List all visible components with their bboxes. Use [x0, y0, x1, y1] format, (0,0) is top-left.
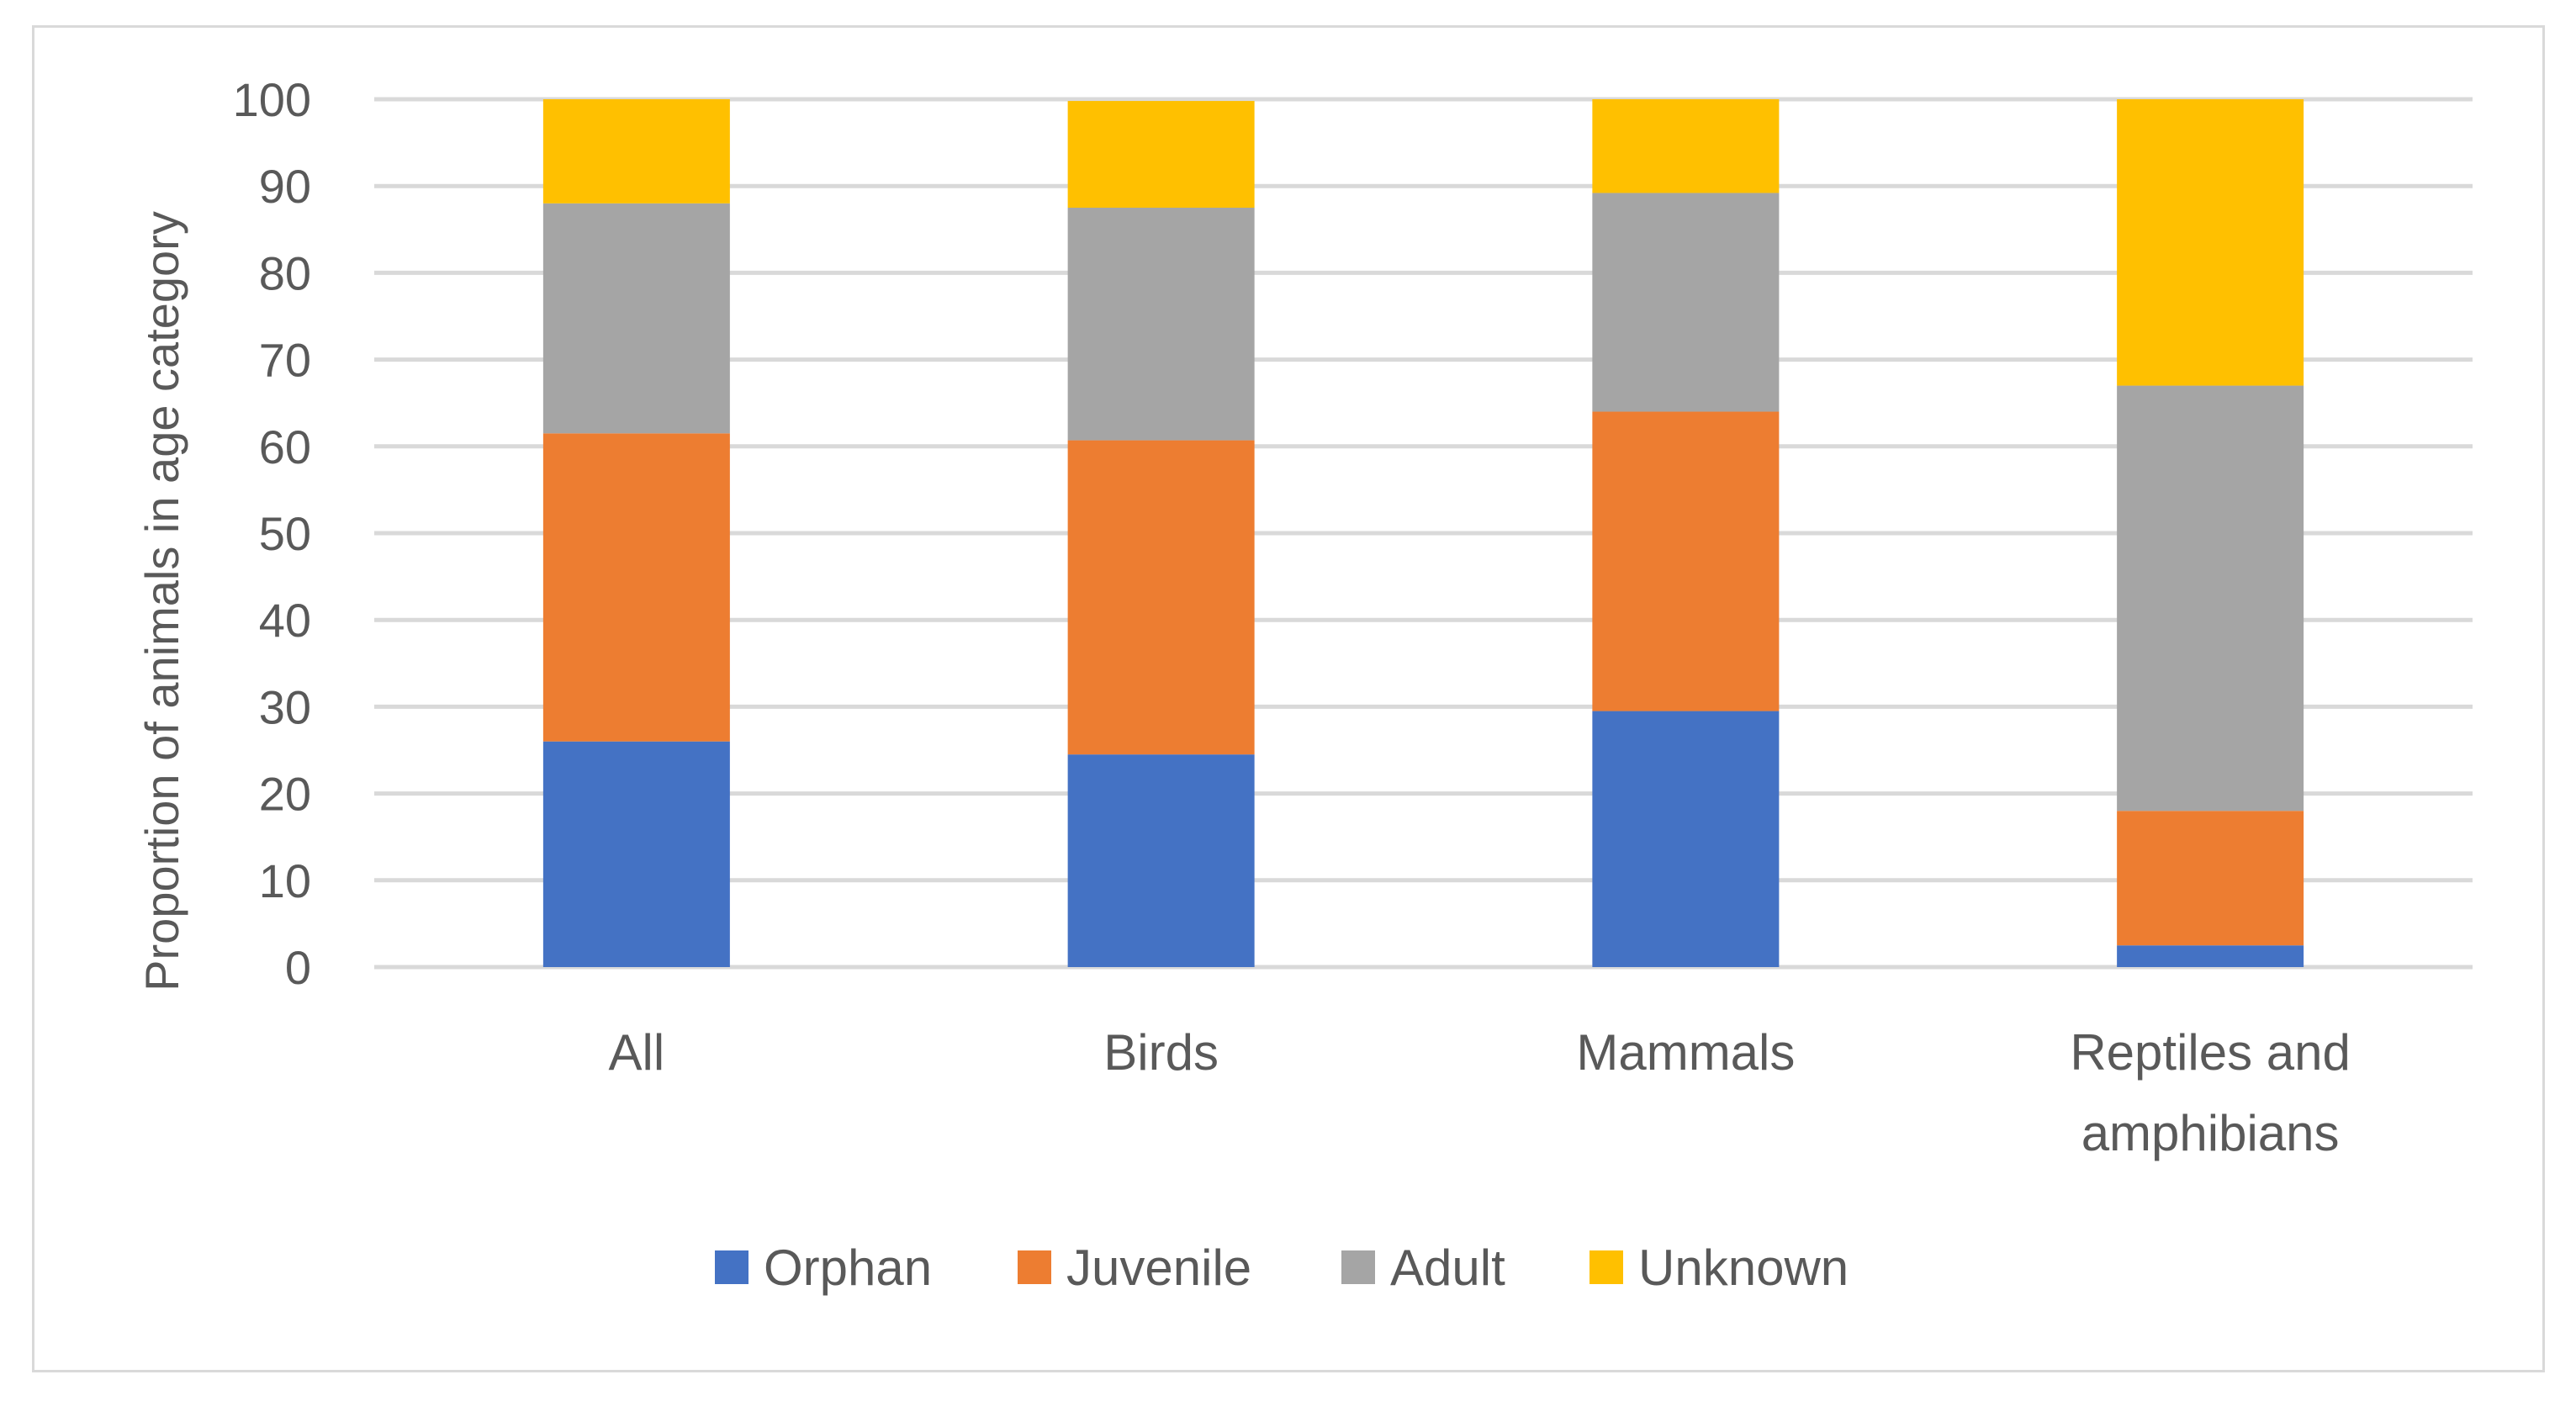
- y-tick-label: 100: [233, 73, 311, 126]
- bar-unknown-0: [542, 99, 730, 204]
- x-category-label: Birds: [1103, 1024, 1219, 1081]
- x-category-label: All: [609, 1024, 665, 1081]
- y-tick-label: 10: [259, 854, 311, 907]
- y-tick-label: 0: [285, 941, 311, 994]
- y-tick-label: 80: [259, 246, 311, 299]
- bar-unknown-1: [1067, 101, 1255, 208]
- bar-adult-3: [2117, 385, 2304, 812]
- y-tick-label: 50: [259, 507, 311, 560]
- bar-orphan-0: [542, 741, 730, 967]
- legend-swatch-unknown: [1590, 1250, 1623, 1284]
- y-tick-label: 90: [259, 160, 311, 213]
- legend-label-juvenile: Juvenile: [1066, 1240, 1251, 1296]
- x-axis-category-labels: All Birds Mammals Reptiles and amphibians: [609, 1024, 2351, 1161]
- y-tick-label: 20: [259, 768, 311, 821]
- y-tick-label: 70: [259, 334, 311, 387]
- y-tick-label: 60: [259, 420, 311, 473]
- legend-label-unknown: Unknown: [1638, 1240, 1849, 1296]
- x-category-label: Mammals: [1576, 1024, 1795, 1081]
- legend: Orphan Juvenile Adult Unknown: [715, 1240, 1849, 1296]
- bar-orphan-2: [1592, 711, 1780, 967]
- bar-adult-1: [1067, 208, 1255, 441]
- y-tick-label: 30: [259, 680, 311, 733]
- x-category-label: Reptiles and: [2070, 1024, 2351, 1081]
- legend-swatch-adult: [1341, 1250, 1375, 1284]
- legend-label-orphan: Orphan: [764, 1240, 932, 1296]
- bar-adult-2: [1592, 193, 1780, 412]
- y-axis-ticks: 0 10 20 30 40 50 60 70 80 90 100: [233, 73, 311, 994]
- legend-swatch-orphan: [715, 1250, 748, 1284]
- legend-swatch-juvenile: [1018, 1250, 1051, 1284]
- bars: [542, 99, 2304, 967]
- bar-adult-0: [542, 203, 730, 434]
- x-category-label: amphibians: [2081, 1105, 2340, 1161]
- bar-unknown-3: [2117, 99, 2304, 386]
- bar-orphan-1: [1067, 754, 1255, 967]
- legend-label-adult: Adult: [1390, 1240, 1505, 1296]
- bar-unknown-2: [1592, 99, 1780, 193]
- bar-juvenile-3: [2117, 811, 2304, 946]
- y-tick-label: 40: [259, 594, 311, 647]
- y-axis-title: Proportion of animals in age category: [135, 211, 188, 991]
- bar-orphan-3: [2117, 945, 2304, 967]
- bar-juvenile-0: [542, 433, 730, 742]
- bar-juvenile-2: [1592, 411, 1780, 711]
- bar-juvenile-1: [1067, 440, 1255, 755]
